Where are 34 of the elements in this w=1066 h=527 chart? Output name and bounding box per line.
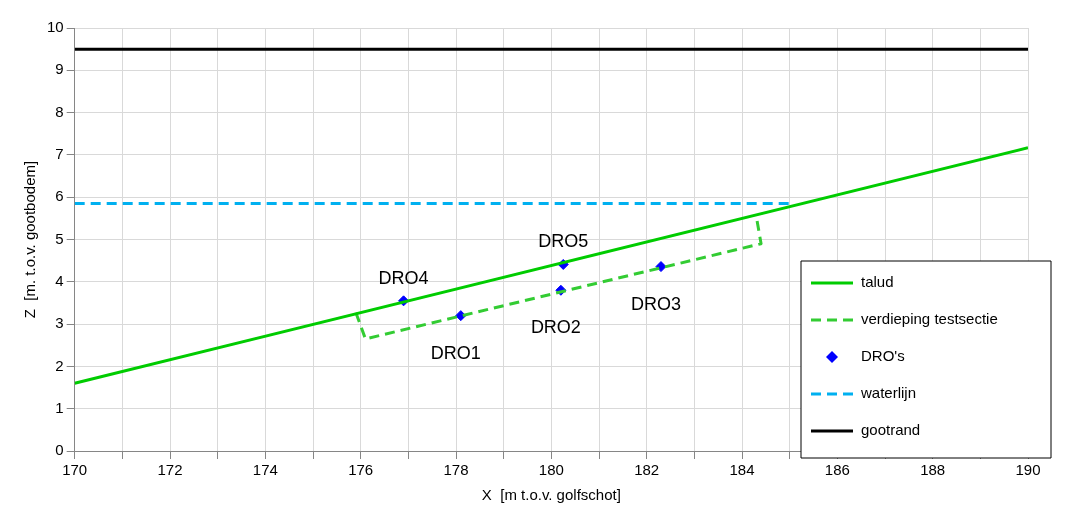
annotation: DRO3 [630,293,681,314]
legend-label: talud [861,273,894,291]
x-tick-label: 184 [729,461,755,479]
y-tick-label: 10 [47,18,64,36]
x-tick-label: 190 [1015,461,1041,479]
x-tick-label: 186 [824,461,850,479]
legend-label: DRO's [861,347,905,365]
legend-label: gootrand [861,421,921,439]
x-tick-label: 172 [157,461,183,479]
y-tick-label: 1 [55,398,64,416]
x-tick-label: 182 [634,461,660,479]
x-tick-label: 170 [62,461,88,479]
y-tick-label: 8 [55,102,64,120]
legend-label: verdieping testsectie [861,310,998,328]
y-tick-label: 0 [55,441,64,459]
y-tick-label: 9 [55,60,64,78]
x-tick-label: 174 [252,461,278,479]
x-axis-title: X [m t.o.v. golfschot] [481,486,621,504]
annotation: DRO4 [378,267,429,288]
x-tick-label: 178 [443,461,469,479]
x-tick-label: 176 [348,461,374,479]
x-tick-label: 180 [538,461,564,479]
y-tick-label: 2 [55,356,64,374]
annotation: DRO1 [430,342,481,363]
y-tick-label: 6 [55,187,64,205]
annotation: DRO2 [530,317,581,338]
annotation: DRO5 [538,231,589,252]
y-tick-label: 5 [55,229,64,247]
y-axis-title: Z [m. t.o.v. gootbodem] [21,160,39,319]
legend-label: waterlijn [860,384,917,402]
y-tick-label: 3 [55,314,64,332]
x-tick-label: 188 [920,461,946,479]
y-tick-label: 4 [55,271,64,289]
y-tick-label: 7 [55,145,64,163]
